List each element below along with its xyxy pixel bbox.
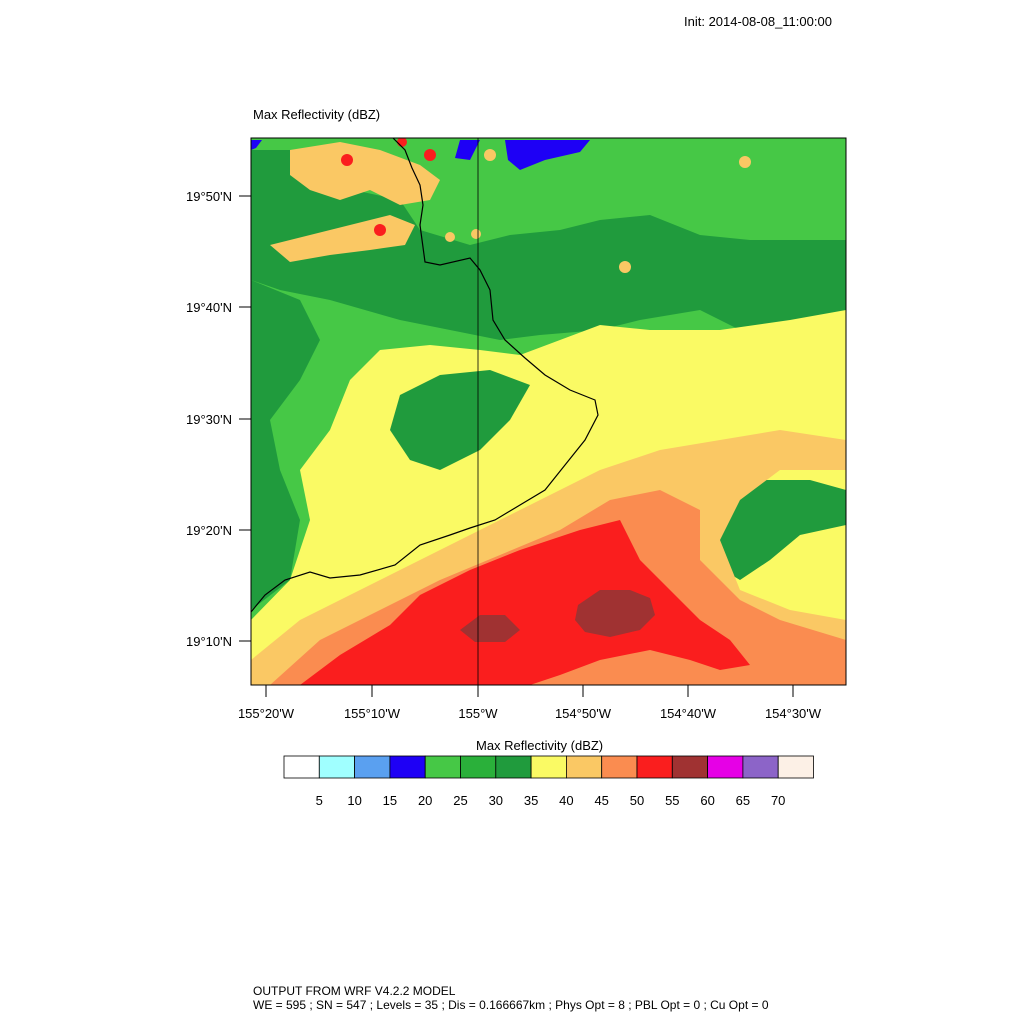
lat-tick-label: 19°40'N [186,300,232,315]
field-40dbz-cell-9 [739,156,751,168]
lat-tick-label: 19°30'N [186,412,232,427]
lon-tick-label: 154°30'W [765,706,822,721]
field-40dbz-cell-5 [619,261,631,273]
field-30dbz-east-patch [712,480,846,580]
field-50dbz-cell-1 [341,154,353,166]
field-15dbz-north [455,140,590,170]
field-40dbz-cell-6 [445,232,455,242]
field-30dbz-north [251,150,846,340]
plot-frame [250,137,847,686]
field-40dbz-cell-8 [484,149,496,161]
plot-title: Max Reflectivity (dBZ) [253,107,381,122]
reflectivity-field [251,138,846,685]
field-30dbz-center-patch [390,370,530,470]
field-30dbz-west [251,280,320,610]
coastline [250,137,599,613]
field-15dbz-nw [251,140,262,150]
lon-tick-label: 154°40'W [660,706,717,721]
colorbar-title: Max Reflectivity (dBZ) [476,738,604,753]
field-40dbz-cell-7 [471,229,481,239]
lon-tick-label: 155°10'W [344,706,401,721]
lat-tick-label: 19°10'N [186,634,232,649]
lon-tick-label: 155°W [458,706,498,721]
lat-tick-label: 19°20'N [186,523,232,538]
lat-tick-label: 19°50'N [186,189,232,204]
field-50dbz-core [300,520,750,685]
footer-model-line: OUTPUT FROM WRF V4.2.2 MODEL [253,984,456,998]
latitude-axis: 19°50'N 19°40'N 19°30'N 19°20'N 19°10'N [186,189,251,649]
lon-tick-label: 155°20'W [238,706,295,721]
longitude-axis: 155°20'W 155°10'W 155°W 154°50'W 154°40'W 154… [238,685,822,721]
field-40dbz-nw-cells [290,142,440,205]
lon-tick-label: 154°50'W [555,706,612,721]
footer-params-line: WE = 595 ; SN = 547 ; Levels = 35 ; Dis … [253,998,769,1012]
field-55dbz-core-2 [575,590,655,637]
field-50dbz-cell-2 [374,224,386,236]
init-time-label: Init: 2014-08-08_11:00:00 [684,14,832,29]
field-50dbz-cell-3 [424,149,436,161]
field-55dbz-core-1 [460,615,520,642]
